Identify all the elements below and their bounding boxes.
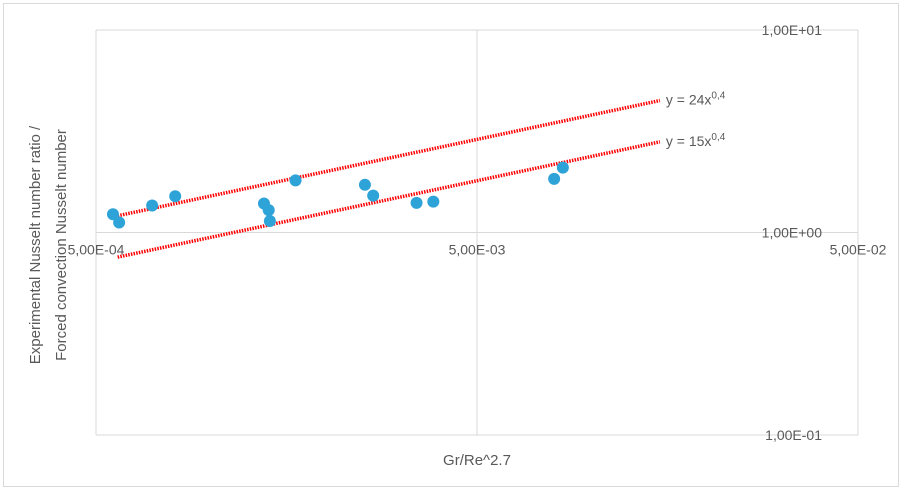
data-point-0-5 [262, 204, 275, 217]
chart-frame [3, 3, 899, 487]
trendline-0 [117, 98, 661, 218]
x-axis-title: Gr/Re^2.7 [443, 452, 511, 469]
data-point-0-7 [289, 174, 302, 187]
data-point-0-0 [106, 208, 119, 221]
trendline-label-0: y = 24x0,4 [666, 91, 726, 108]
y-axis-title: Experimental Nusselt number ratio / Forc… [27, 125, 70, 364]
y-tick-label-2: 1,00E-01 [765, 427, 822, 443]
data-point-0-13 [556, 161, 569, 174]
x-tick-labels: 5,00E-04 5,00E-03 5,00E-02 [68, 242, 887, 258]
data-point-0-12 [548, 172, 561, 185]
data-point-0-6 [263, 214, 276, 227]
trendline-label-1: y = 15x0,4 [666, 132, 726, 149]
data-point-0-2 [146, 199, 159, 212]
trendlines [117, 98, 661, 259]
gridlines [95, 29, 859, 436]
data-point-0-3 [169, 190, 182, 203]
y-tick-labels: 1,00E+01 1,00E+00 1,00E-01 [762, 22, 823, 443]
data-point-0-11 [427, 195, 440, 208]
trendline-1 [117, 140, 661, 259]
data-point-0-10 [410, 196, 423, 209]
x-tick-label-0: 5,00E-04 [68, 242, 125, 258]
y-tick-label-0: 1,00E+01 [762, 22, 823, 38]
trendline-equation-labels: y = 24x0,4 y = 15x0,4 [666, 91, 726, 149]
data-points [106, 161, 569, 229]
data-point-0-9 [367, 189, 380, 202]
y-tick-label-1: 1,00E+00 [762, 225, 823, 241]
x-tick-label-1: 5,00E-03 [449, 242, 506, 258]
data-point-0-1 [113, 216, 126, 229]
y-axis-title-line-2: Forced convection Nusselt number [53, 129, 70, 361]
y-axis-title-line-1: Experimental Nusselt number ratio / [27, 125, 44, 364]
data-point-0-8 [358, 178, 371, 191]
x-tick-label-2: 5,00E-02 [830, 242, 887, 258]
